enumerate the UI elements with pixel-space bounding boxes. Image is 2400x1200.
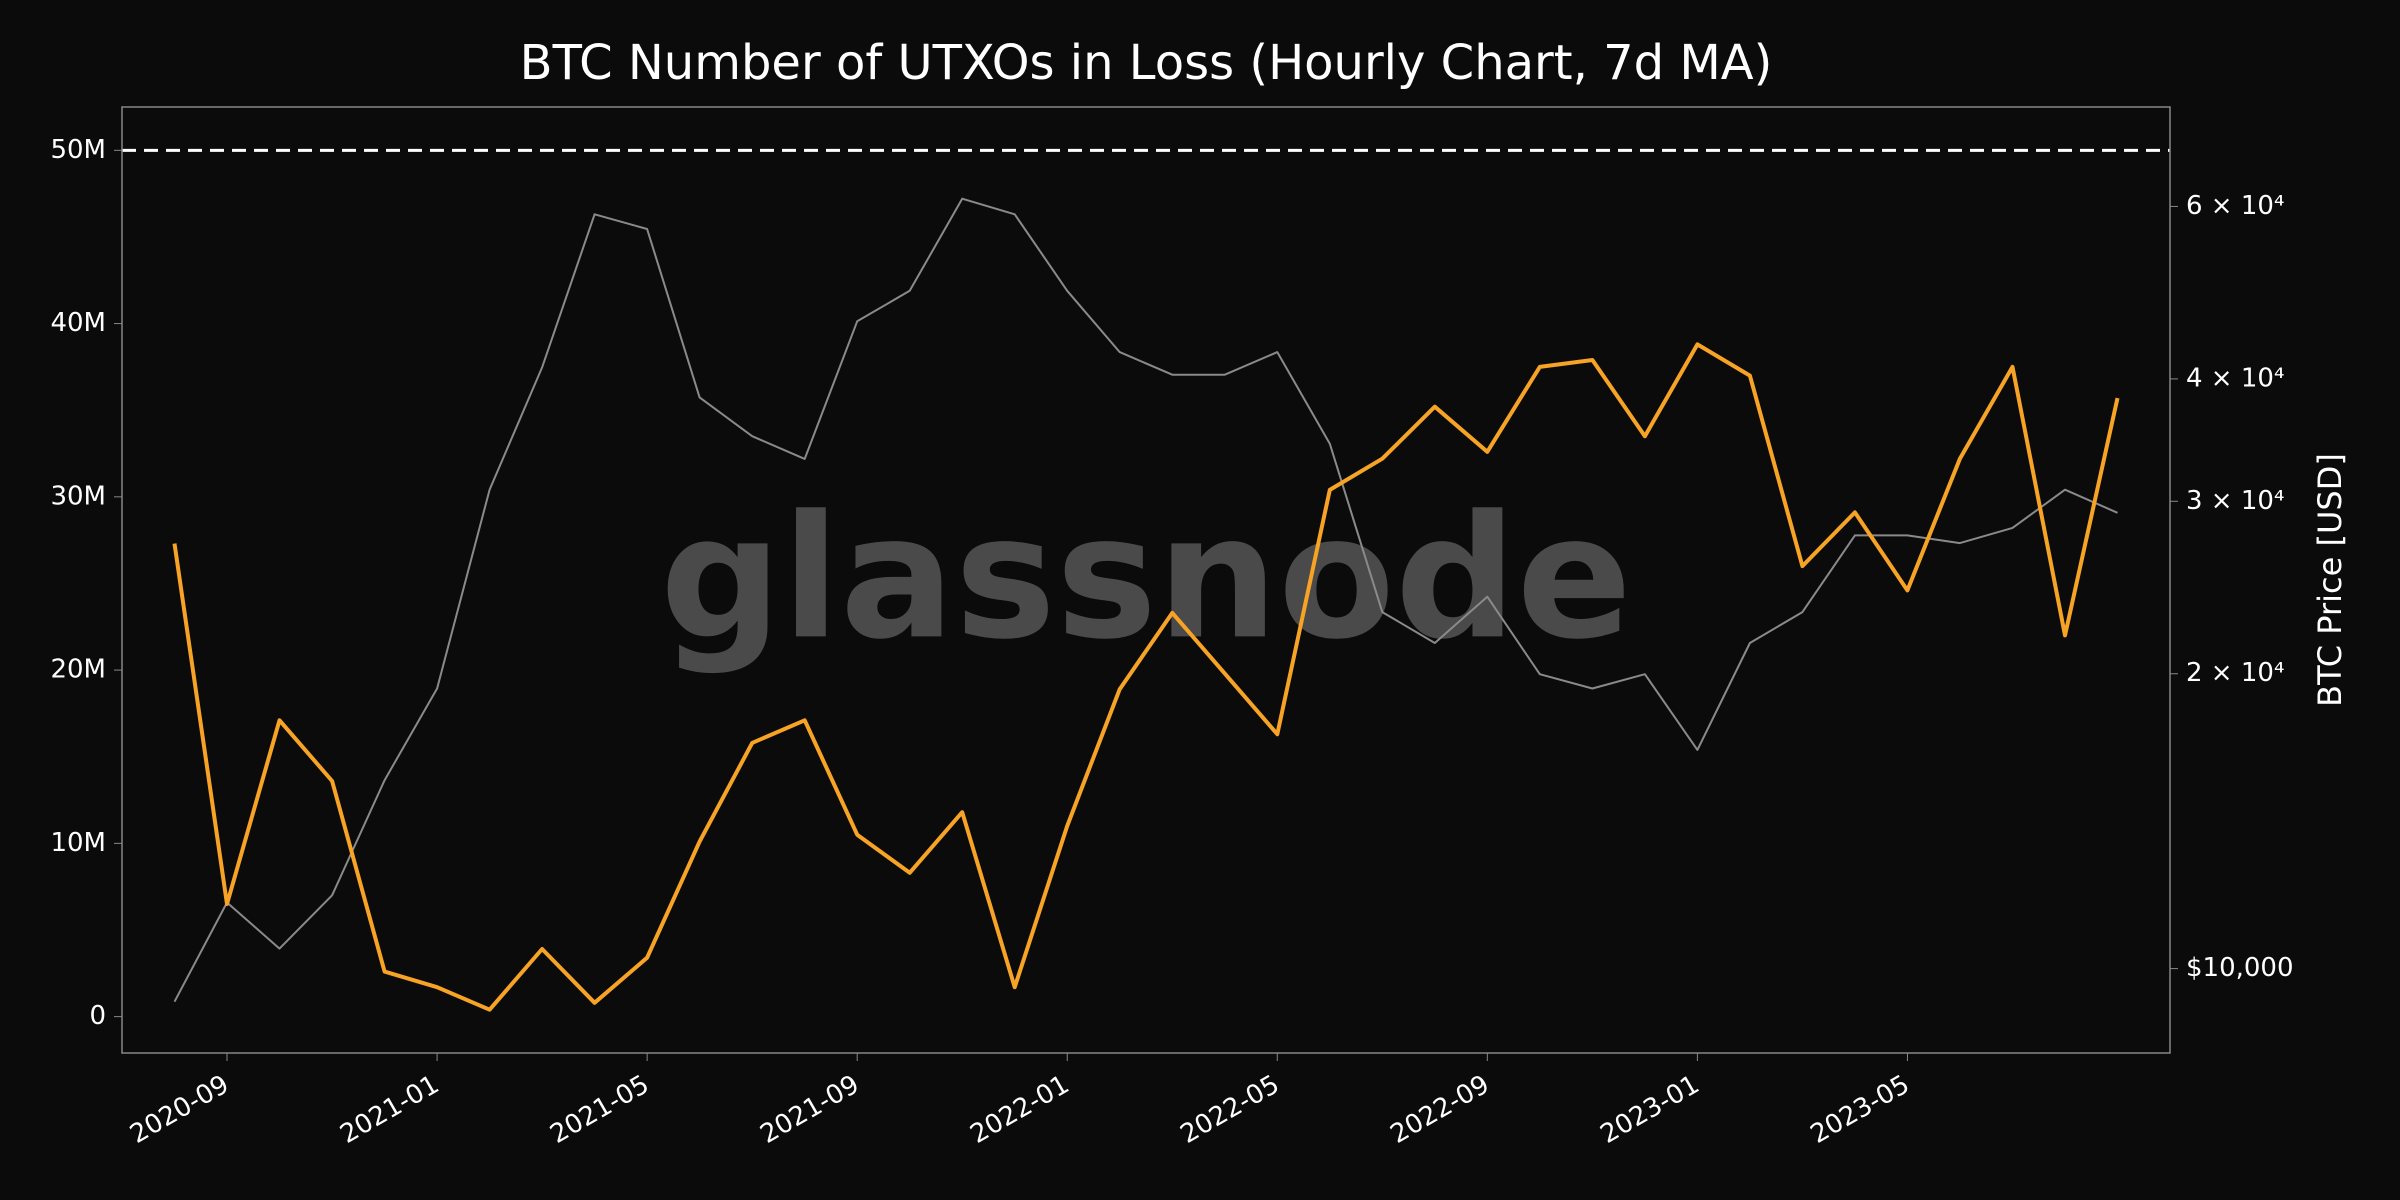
y2-tick-label: 2 × 10⁴ <box>2186 658 2284 688</box>
y2-axis-label: BTC Price [USD] <box>2311 453 2349 707</box>
series-line <box>172 342 2120 1012</box>
y-tick-label: 30M <box>50 481 106 511</box>
chart-title: BTC Number of UTXOs in Loss (Hourly Char… <box>520 35 1773 91</box>
series-line <box>173 197 2118 1003</box>
y2-tick-label: 4 × 10⁴ <box>2186 363 2284 393</box>
y2-tick-label: 6 × 10⁴ <box>2186 191 2284 221</box>
y2-tick-label: 3 × 10⁴ <box>2186 486 2284 516</box>
y-tick-label: 20M <box>50 655 106 685</box>
y-tick-label: 40M <box>50 308 106 338</box>
y-tick-label: 10M <box>50 828 106 858</box>
y2-tick-label: $10,000 <box>2186 953 2294 983</box>
watermark: glassnode <box>660 479 1632 677</box>
plot-frame <box>121 106 2171 1054</box>
y-tick-label: 50M <box>50 135 106 165</box>
y-tick-label: 0 <box>89 1001 106 1031</box>
